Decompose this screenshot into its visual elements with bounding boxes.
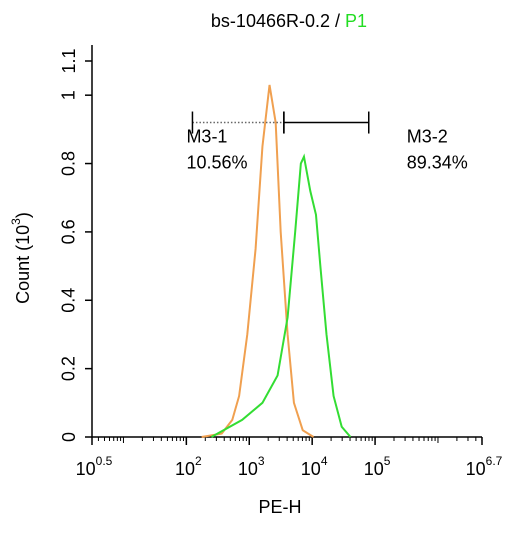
y-tick-label: 0.2	[59, 356, 79, 381]
y-tick-label: 0.4	[59, 288, 79, 313]
gate-percent: 89.34%	[407, 152, 468, 172]
chart-title-gate: P1	[345, 11, 367, 31]
x-tick-label-base: 10	[238, 459, 258, 479]
chart-title: bs-10466R-0.2 /	[211, 11, 340, 31]
x-axis-label: PE-H	[258, 497, 301, 517]
x-tick-label: 100.5	[76, 454, 113, 479]
x-tick-label: 106.7	[466, 454, 503, 479]
x-tick-label: 103	[238, 454, 265, 479]
y-tick-label: 0.8	[59, 151, 79, 176]
gate-percent: 10.56%	[186, 152, 247, 172]
y-axis-label-exponent: 3	[9, 218, 23, 225]
histogram-line	[201, 84, 315, 438]
y-tick-label: 0	[59, 432, 79, 442]
histogram-line	[210, 153, 352, 438]
y-tick-label: 0.6	[59, 219, 79, 244]
x-tick-label-base: 10	[301, 459, 321, 479]
x-tick-label-exponent: 0.5	[96, 454, 113, 468]
x-tick-label-base: 10	[175, 459, 195, 479]
x-tick-label-base: 10	[364, 459, 384, 479]
y-axis-label: Count (103)	[9, 212, 33, 304]
x-tick-label-exponent: 6.7	[486, 454, 503, 468]
y-tick-label: 1.1	[59, 48, 79, 73]
x-tick-label-exponent: 4	[321, 454, 328, 468]
x-tick-label: 104	[301, 454, 328, 479]
y-axis-label-text: Count (10	[13, 225, 33, 304]
x-tick-label: 102	[175, 454, 202, 479]
x-tick-label-base: 10	[466, 459, 486, 479]
x-tick-label: 105	[364, 454, 391, 479]
y-tick-label: 1	[59, 90, 79, 100]
x-tick-label-exponent: 2	[195, 454, 202, 468]
y-axis-label-tail: )	[13, 212, 33, 218]
x-tick-label-base: 10	[76, 459, 96, 479]
gate-name: M3-1	[186, 126, 227, 146]
gate-name: M3-2	[407, 126, 448, 146]
x-tick-label-exponent: 5	[384, 454, 391, 468]
x-tick-label-exponent: 3	[258, 454, 265, 468]
